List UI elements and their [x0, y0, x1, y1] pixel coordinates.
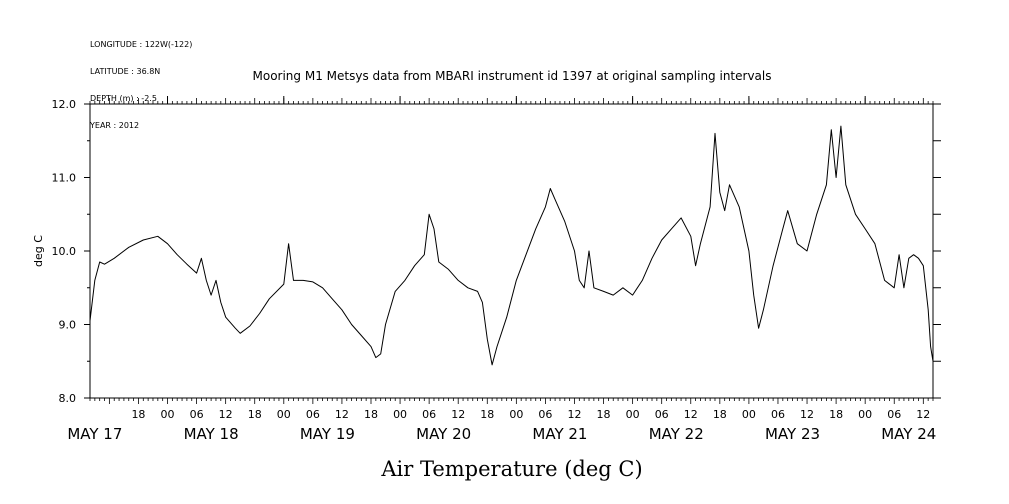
x-hour-label: 12	[684, 408, 698, 421]
x-hour-label: 06	[538, 408, 552, 421]
x-day-label: MAY 24	[881, 425, 936, 443]
x-hour-label: 06	[771, 408, 785, 421]
longitude-text: LONGITUDE : 122W(-122)	[90, 40, 193, 49]
y-tick-label: 10.0	[52, 245, 77, 258]
x-hour-label: 12	[800, 408, 814, 421]
x-day-label: MAY 19	[300, 425, 355, 443]
x-day-label: MAY 23	[765, 425, 820, 443]
x-day-label: MAY 17	[67, 425, 122, 443]
x-hour-label: 12	[335, 408, 349, 421]
chart-title: Mooring M1 Metsys data from MBARI instru…	[253, 69, 772, 83]
x-hour-label: 00	[161, 408, 175, 421]
x-day-label: MAY 20	[416, 425, 471, 443]
x-hour-label: 18	[248, 408, 262, 421]
x-day-label: MAY 21	[532, 425, 587, 443]
x-hour-label: 18	[480, 408, 494, 421]
x-hour-label: 00	[393, 408, 407, 421]
x-hour-label: 18	[597, 408, 611, 421]
y-tick-label: 9.0	[59, 319, 77, 332]
latitude-text: LATITUDE : 36.8N	[90, 67, 161, 76]
y-tick-label: 12.0	[52, 98, 77, 111]
x-hour-label: 06	[190, 408, 204, 421]
x-hour-label: 06	[422, 408, 436, 421]
x-hour-label: 12	[567, 408, 581, 421]
x-hour-label: 06	[655, 408, 669, 421]
x-hour-label: 18	[713, 408, 727, 421]
x-day-label: MAY 22	[649, 425, 704, 443]
x-hour-label: 18	[364, 408, 378, 421]
metadata-block: LONGITUDE : 122W(-122) LATITUDE : 36.8N …	[90, 22, 192, 139]
x-hour-label: 06	[887, 408, 901, 421]
x-hour-label: 18	[131, 408, 145, 421]
year-text: YEAR : 2012	[90, 121, 140, 130]
x-day-label: MAY 18	[184, 425, 239, 443]
x-axis-label: Air Temperature (deg C)	[380, 457, 642, 481]
y-tick-label: 8.0	[59, 392, 77, 405]
x-hour-label: 12	[916, 408, 930, 421]
y-axis-label: deg C	[32, 235, 45, 267]
x-hour-label: 00	[858, 408, 872, 421]
x-hour-label: 00	[509, 408, 523, 421]
x-hour-label: 00	[277, 408, 291, 421]
temperature-series-line	[89, 125, 934, 366]
x-hour-label: 06	[306, 408, 320, 421]
x-hour-label: 18	[829, 408, 843, 421]
x-hour-label: 12	[451, 408, 465, 421]
x-hour-label: 00	[742, 408, 756, 421]
y-tick-label: 11.0	[52, 172, 77, 185]
depth-text: DEPTH (m) : -2.5	[90, 94, 157, 103]
x-hour-label: 00	[626, 408, 640, 421]
x-hour-label: 12	[219, 408, 233, 421]
